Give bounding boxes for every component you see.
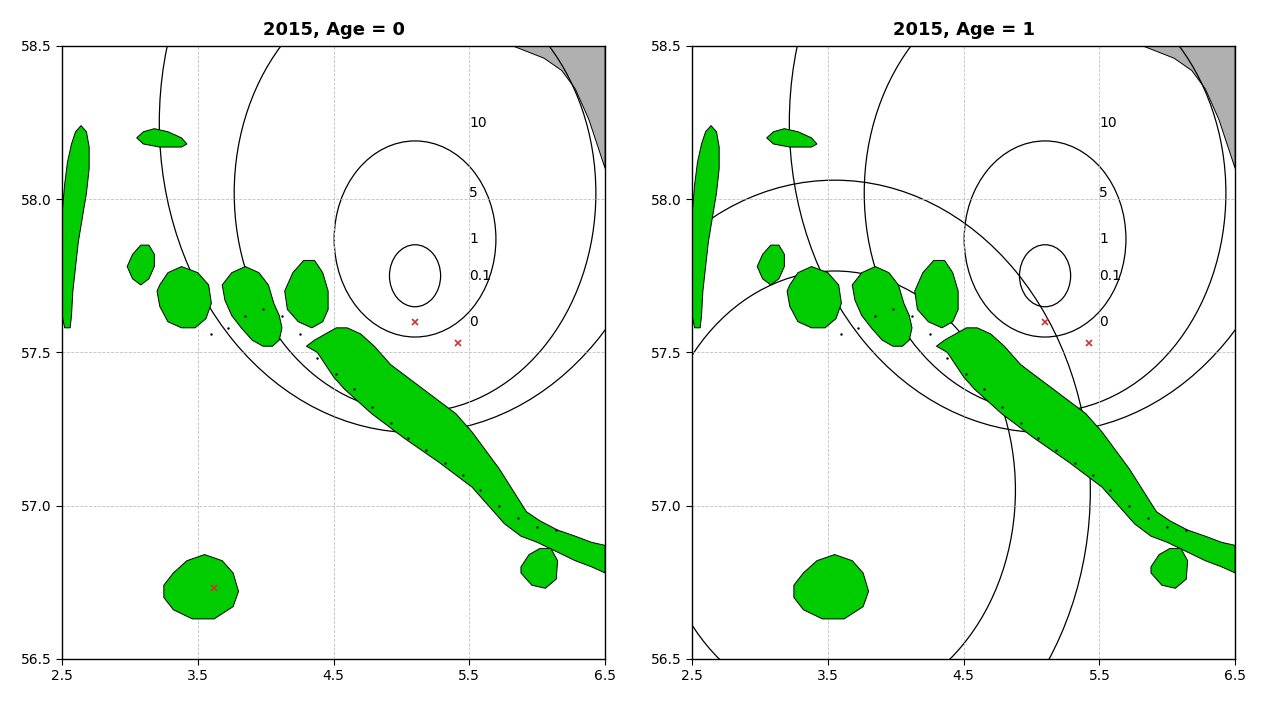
Polygon shape (915, 260, 958, 328)
Text: 5: 5 (469, 186, 478, 200)
Text: 0.1: 0.1 (1100, 269, 1121, 283)
Polygon shape (853, 267, 912, 346)
Text: 0: 0 (469, 315, 478, 329)
Polygon shape (758, 245, 784, 285)
Text: 10: 10 (1100, 115, 1117, 130)
Polygon shape (62, 125, 89, 328)
Polygon shape (285, 260, 328, 328)
Polygon shape (157, 267, 212, 328)
Text: 5: 5 (1100, 186, 1109, 200)
Polygon shape (692, 125, 720, 328)
Polygon shape (1150, 548, 1187, 589)
Polygon shape (936, 328, 1235, 573)
Polygon shape (307, 328, 606, 573)
Polygon shape (794, 555, 869, 619)
Polygon shape (163, 555, 238, 619)
Title: 2015, Age = 0: 2015, Age = 0 (262, 21, 404, 39)
Polygon shape (521, 548, 557, 589)
Text: 1: 1 (469, 232, 478, 246)
Polygon shape (1143, 46, 1235, 168)
Text: 0.1: 0.1 (469, 269, 492, 283)
Polygon shape (767, 129, 817, 147)
Title: 2015, Age = 1: 2015, Age = 1 (892, 21, 1035, 39)
Polygon shape (222, 267, 283, 346)
Text: 10: 10 (469, 115, 487, 130)
Polygon shape (137, 129, 188, 147)
Polygon shape (513, 46, 606, 168)
Polygon shape (127, 245, 155, 285)
Text: 0: 0 (1100, 315, 1109, 329)
Text: 1: 1 (1100, 232, 1109, 246)
Polygon shape (787, 267, 841, 328)
